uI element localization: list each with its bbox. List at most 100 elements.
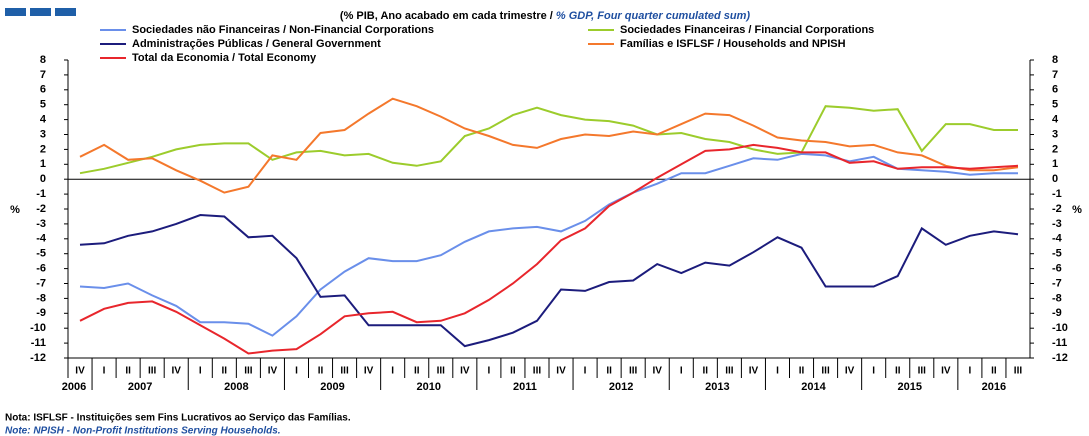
y-tick-label: -5 <box>36 248 46 260</box>
y-tick-label: -9 <box>36 307 46 319</box>
note: Note: NPISH - Non-Profit Institutions Se… <box>5 426 281 436</box>
y-tick-label: 0 <box>40 173 46 185</box>
y-tick-label: 8 <box>40 54 46 66</box>
y-tick-label: 1 <box>40 158 46 170</box>
x-tick-label: III <box>918 366 927 377</box>
year-label: 2007 <box>128 381 152 393</box>
x-tick-label: II <box>510 366 516 377</box>
series-line <box>79 105 1018 175</box>
y-tick-label: -11 <box>31 337 46 349</box>
year-label: 2014 <box>801 381 826 393</box>
series-line <box>79 213 1019 348</box>
x-tick-label: I <box>199 366 202 377</box>
x-tick-label: IV <box>652 366 662 377</box>
x-tick-label: IV <box>556 366 566 377</box>
x-tick-label: II <box>125 366 131 377</box>
x-tick-label: IV <box>941 366 951 377</box>
x-tick-label: I <box>103 366 106 377</box>
legend-label: Total da Economia / Total Economy <box>132 52 317 64</box>
y2-tick-label: -10 <box>1052 322 1068 334</box>
year-label: 2009 <box>320 381 344 393</box>
y-tick-label: -2 <box>36 203 46 215</box>
chart-title: (% PIB, Ano acabado em cada trimestre / … <box>340 10 751 22</box>
y2-tick-label: -4 <box>1052 233 1063 245</box>
year-label: 2008 <box>224 381 248 393</box>
year-label: 2012 <box>609 381 633 393</box>
x-tick-label: I <box>487 366 490 377</box>
title: (% PIB, Ano acabado em cada trimestre / <box>340 10 556 22</box>
x-tick-label: IV <box>845 366 855 377</box>
y-tick-label: -1 <box>36 188 46 200</box>
decor-box <box>30 8 51 16</box>
y2-axis-label: % <box>1072 204 1082 216</box>
x-tick-label: III <box>437 366 446 377</box>
x-tick-label: I <box>968 366 971 377</box>
y-tick-label: 2 <box>40 143 46 155</box>
x-tick-label: III <box>340 366 349 377</box>
decor-box <box>55 8 76 16</box>
y2-tick-label: 8 <box>1052 54 1058 66</box>
x-tick-label: III <box>725 366 734 377</box>
x-tick-label: I <box>776 366 779 377</box>
legend-label: Famílias e ISFLSF / Households and NPISH <box>620 38 846 50</box>
y2-tick-label: -3 <box>1052 218 1062 230</box>
y-axis-label: % <box>10 204 20 216</box>
y-tick-label: -3 <box>36 218 46 230</box>
x-tick-label: IV <box>171 366 181 377</box>
y-tick-label: -6 <box>36 263 46 275</box>
x-tick-label: II <box>799 366 805 377</box>
x-tick-label: III <box>533 366 542 377</box>
year-label: 2006 <box>62 381 86 393</box>
y-tick-label: 3 <box>40 128 46 140</box>
series-line <box>79 97 1019 194</box>
x-tick-label: IV <box>749 366 759 377</box>
year-label: 2015 <box>898 381 922 393</box>
x-tick-label: II <box>318 366 324 377</box>
y-tick-label: 4 <box>40 114 47 126</box>
y-tick-label: -12 <box>30 352 46 364</box>
y2-tick-label: -7 <box>1052 277 1062 289</box>
subtitle: % GDP, Four quarter cumulated sum) <box>556 10 751 22</box>
year-label: 2010 <box>417 381 441 393</box>
x-tick-label: II <box>222 366 228 377</box>
series-line <box>79 152 1018 337</box>
y2-tick-label: 3 <box>1052 128 1058 140</box>
y-tick-label: 6 <box>40 84 46 96</box>
y2-tick-label: -8 <box>1052 292 1062 304</box>
x-tick-label: II <box>703 366 709 377</box>
x-tick-label: II <box>895 366 901 377</box>
x-tick-label: III <box>1014 366 1023 377</box>
x-tick-label: II <box>991 366 997 377</box>
legend-label: Sociedades não Financeiras / Non-Financi… <box>132 24 434 36</box>
y2-tick-label: 4 <box>1052 114 1059 126</box>
x-tick-label: I <box>295 366 298 377</box>
x-tick-label: IV <box>268 366 278 377</box>
x-tick-label: I <box>584 366 587 377</box>
y2-tick-label: -5 <box>1052 248 1062 260</box>
y2-tick-label: 5 <box>1052 99 1058 111</box>
y2-tick-label: 6 <box>1052 84 1058 96</box>
year-label: 2011 <box>513 381 537 393</box>
y2-tick-label: 2 <box>1052 143 1058 155</box>
y-tick-label: 5 <box>40 99 46 111</box>
y-tick-label: 7 <box>40 69 46 81</box>
x-tick-label: III <box>821 366 830 377</box>
series-line <box>79 143 1019 355</box>
y2-tick-label: -11 <box>1052 337 1067 349</box>
y2-tick-label: -2 <box>1052 203 1062 215</box>
x-tick-label: II <box>414 366 420 377</box>
y-tick-label: -10 <box>30 322 46 334</box>
y2-tick-label: 0 <box>1052 173 1058 185</box>
x-tick-label: III <box>629 366 638 377</box>
x-tick-label: IV <box>75 366 85 377</box>
x-tick-label: III <box>148 366 157 377</box>
x-tick-label: I <box>680 366 683 377</box>
y-tick-label: -4 <box>36 233 47 245</box>
note: Nota: ISFLSF - Instituições sem Fins Luc… <box>5 413 351 424</box>
y2-tick-label: -12 <box>1052 352 1068 364</box>
y2-tick-label: -6 <box>1052 263 1062 275</box>
y2-tick-label: -1 <box>1052 188 1062 200</box>
y-tick-label: -8 <box>36 292 46 304</box>
y2-tick-label: -9 <box>1052 307 1062 319</box>
